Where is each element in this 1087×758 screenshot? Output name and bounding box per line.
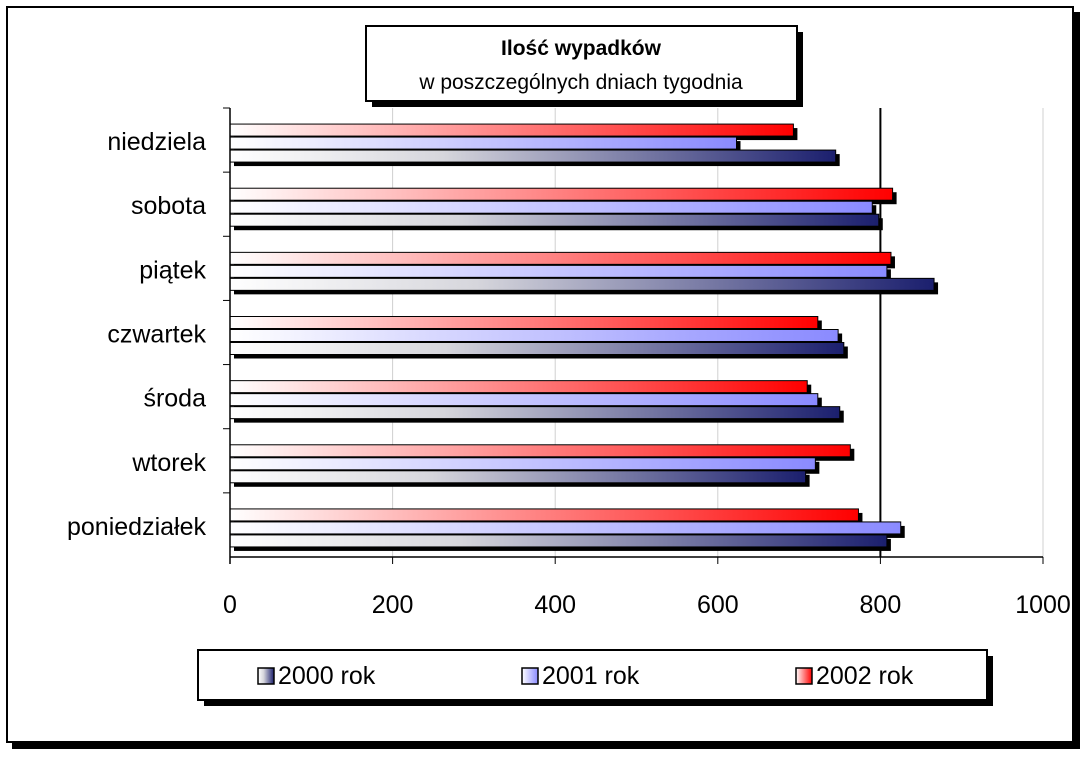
bar-2000-rok-3 <box>229 342 845 355</box>
category-label: sobota <box>131 192 206 220</box>
title-box-frame <box>365 25 798 102</box>
bars-group <box>229 123 939 551</box>
bar-2002-rok-3 <box>229 316 819 329</box>
x-tick-labels: 0 200 400 600 800 1000 <box>223 591 1071 619</box>
bar-2002-rok-6 <box>229 123 794 137</box>
bar-2001-rok-1 <box>229 457 816 471</box>
legend-frame <box>197 649 988 701</box>
category-label: poniedziałek <box>67 513 206 541</box>
legend-swatch <box>257 667 275 685</box>
bar-2002-rok-4 <box>229 251 892 265</box>
bar-2001-rok-2 <box>229 393 819 407</box>
legend-label: 2001 rok <box>542 662 640 690</box>
bar-2002-rok-5 <box>229 187 894 201</box>
x-tick-label: 400 <box>534 591 576 619</box>
category-labels: poniedziałek wtorek środa czwartek piątek sob… <box>67 128 206 541</box>
axes-group <box>223 107 1044 564</box>
bar-2001-rok-5 <box>229 200 873 214</box>
chart-title: Ilość wypadków <box>501 37 662 60</box>
x-tick-label: 800 <box>860 591 902 619</box>
legend-label: 2000 rok <box>278 662 376 690</box>
legend-label: 2002 rok <box>816 662 914 690</box>
bar-2000-rok-1 <box>229 470 807 484</box>
x-tick-label: 0 <box>223 591 237 619</box>
bar-2001-rok-3 <box>229 329 839 342</box>
category-label: czwartek <box>107 321 206 349</box>
category-label: niedziela <box>107 128 206 156</box>
bar-2002-rok-1 <box>229 444 851 458</box>
x-tick-label: 1000 <box>1015 591 1071 619</box>
category-label: środa <box>143 385 206 413</box>
bar-2002-rok-2 <box>229 380 808 394</box>
bar-2001-rok-6 <box>229 136 737 150</box>
bar-2000-rok-2 <box>229 406 841 420</box>
legend-swatch <box>795 667 813 685</box>
category-label: wtorek <box>131 449 206 477</box>
bar-2000-rok-5 <box>229 213 880 227</box>
bar-2001-rok-0 <box>229 521 902 535</box>
bar-2001-rok-4 <box>229 264 888 278</box>
category-label: piątek <box>139 256 206 284</box>
bar-2002-rok-0 <box>229 508 859 522</box>
chart-subtitle: w poszczególnych dniach tygodnia <box>418 71 743 94</box>
legend: 2000 rok 2001 rok 2002 rok <box>197 649 993 706</box>
x-tick-label: 600 <box>697 591 739 619</box>
bar-2000-rok-4 <box>229 277 935 291</box>
legend-swatch <box>521 667 539 685</box>
bar-2000-rok-6 <box>229 149 837 163</box>
title-box: Ilość wypadków w poszczególnych dniach t… <box>365 25 803 107</box>
bar-2000-rok-0 <box>229 534 888 548</box>
x-tick-label: 200 <box>372 591 414 619</box>
